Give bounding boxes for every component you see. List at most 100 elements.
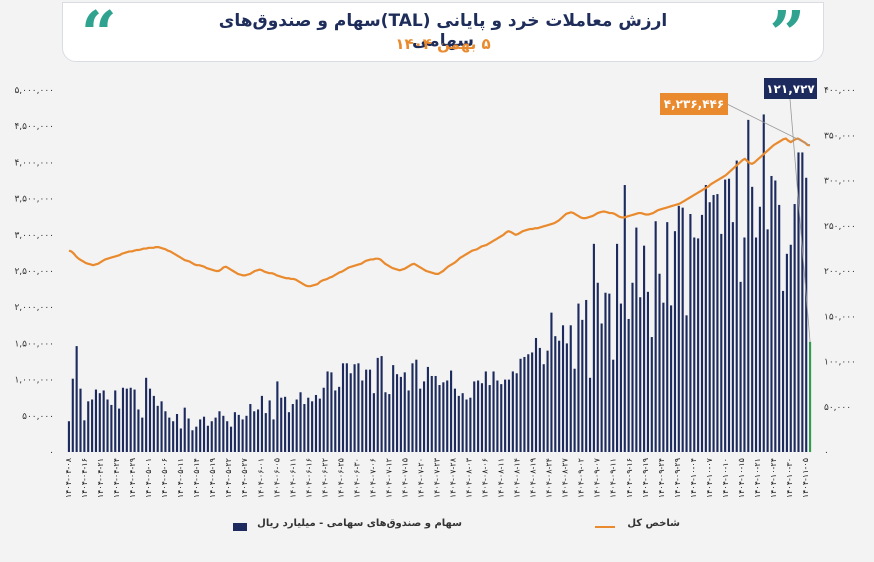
bar — [500, 384, 503, 453]
bar — [774, 180, 777, 452]
left-axis-tick-label: ۰ — [49, 448, 54, 458]
x-axis-tick-label: ۱۴۰۴-۰۹-۲۹ — [673, 458, 682, 498]
bar — [469, 397, 472, 452]
bar — [71, 378, 74, 452]
bar — [67, 421, 70, 452]
bar — [492, 371, 495, 452]
bar — [666, 222, 669, 452]
x-axis-tick-label: ۱۴۰۴-۰۸-۲۴ — [545, 458, 554, 498]
x-axis-tick-label: ۱۴۰۴-۰۷-۲۳ — [433, 457, 442, 498]
bar — [631, 282, 634, 452]
bar — [287, 412, 291, 452]
left-axis-tick-label: ۳,۰۰۰,۰۰۰ — [14, 231, 54, 241]
bar — [361, 380, 364, 452]
left-axis-tick-label: ۲,۰۰۰,۰۰۰ — [14, 303, 54, 313]
bar — [206, 425, 209, 452]
bar — [565, 343, 568, 452]
bar — [504, 379, 507, 452]
bar — [380, 356, 383, 452]
x-axis-tick-label: ۱۴۰۴-۰۷-۲۸ — [449, 457, 458, 498]
bar — [708, 202, 711, 452]
bar — [214, 417, 217, 452]
bar — [365, 369, 368, 452]
bar — [299, 392, 302, 452]
x-axis-tick-label: ۱۴۰۴-۰۷-۱۵ — [401, 458, 410, 498]
x-axis-tick-label: ۱۴۰۴-۱۰-۰۴ — [689, 458, 698, 498]
bar — [720, 233, 723, 452]
bar — [662, 302, 665, 452]
left-axis-tick-label: ۱,۰۰۰,۰۰۰ — [14, 376, 54, 386]
index-line — [68, 137, 811, 288]
bar — [229, 426, 233, 452]
x-axis-tick-label: ۱۴۰۴-۰۵-۲۷ — [240, 457, 249, 498]
bar — [399, 376, 402, 452]
bar — [129, 387, 132, 452]
bar — [789, 244, 792, 452]
x-axis-tick-label: ۱۴۰۴-۰۶-۲۲ — [320, 458, 329, 498]
right-axis-tick-label: ۲۰۰,۰۰۰ — [824, 267, 856, 277]
bar — [372, 393, 375, 452]
bar — [118, 408, 121, 452]
bar — [442, 382, 445, 452]
x-axis-tick-label: ۱۴۰۴-۰۶-۲۵ — [336, 458, 345, 498]
bar — [307, 397, 310, 452]
bar — [264, 413, 267, 452]
bar — [604, 292, 607, 452]
right-axis-tick-label: ۱۵۰,۰۰۰ — [824, 312, 856, 322]
x-axis-tick-label: ۱۴۰۴-۰۶-۰۱ — [256, 458, 265, 498]
bar — [743, 237, 746, 452]
legend-line-swatch — [595, 526, 615, 528]
bar — [415, 359, 418, 452]
bar — [172, 421, 175, 452]
bar — [222, 415, 225, 452]
bar — [685, 315, 688, 452]
bar — [423, 381, 426, 452]
bar — [341, 363, 345, 452]
bar — [558, 340, 561, 452]
bar — [519, 358, 522, 452]
bar — [338, 386, 341, 452]
bar — [303, 404, 306, 452]
page-subtitle: ۵ بهمن ۱۴۰۴ — [395, 35, 491, 53]
bar — [496, 380, 499, 452]
bar — [87, 401, 90, 452]
bar — [484, 371, 487, 452]
bar — [125, 388, 128, 452]
bar — [311, 401, 314, 452]
bar-callout-value: ۱۲۱,۷۲۷ — [766, 82, 815, 96]
bar — [592, 243, 595, 452]
quote-right-icon: ” — [769, 0, 805, 70]
bar — [438, 385, 441, 452]
bar — [778, 204, 781, 452]
bar — [673, 231, 677, 452]
bar — [724, 179, 727, 452]
line-callout-connector — [726, 103, 811, 146]
bar — [650, 337, 653, 452]
x-axis-tick-label: ۱۴۰۴-۰۶-۱۶ — [304, 458, 313, 498]
x-axis-tick-label: ۱۴۰۴-۰۶-۱۱ — [288, 458, 297, 498]
x-axis-tick-label: ۱۴۰۴-۰۸-۲۷ — [561, 457, 570, 498]
bar — [727, 178, 731, 452]
right-axis-tick-label: ۰ — [824, 448, 829, 458]
bar — [94, 389, 98, 452]
bar — [473, 381, 476, 452]
x-axis-tick-label: ۱۴۰۴-۱۰-۳۰ — [785, 458, 794, 498]
bar — [121, 387, 125, 452]
bar — [554, 336, 557, 452]
x-axis-tick-label: ۱۴۰۴-۰۹-۱۶ — [625, 458, 634, 498]
bar — [546, 350, 549, 452]
x-axis-tick-label: ۱۴۰۴-۰۴-۲۹ — [128, 458, 137, 498]
bar — [523, 356, 526, 452]
bar — [318, 398, 321, 452]
bar — [110, 404, 113, 452]
bar — [291, 404, 294, 452]
right-axis-tick-label: ۲۵۰,۰۰۰ — [824, 222, 856, 232]
x-axis-tick-label: ۱۴۰۴-۰۵-۱۹ — [208, 458, 217, 498]
bar — [91, 399, 94, 452]
bar — [284, 396, 287, 452]
bar — [141, 417, 144, 452]
bar — [145, 377, 148, 452]
header-banner: “ ” ارزش معاملات خرد و پایانی (TAL)سهام … — [62, 0, 824, 70]
x-axis-tick-label: ۱۴۰۴-۰۷-۲۰ — [417, 458, 426, 498]
bar — [542, 364, 545, 452]
